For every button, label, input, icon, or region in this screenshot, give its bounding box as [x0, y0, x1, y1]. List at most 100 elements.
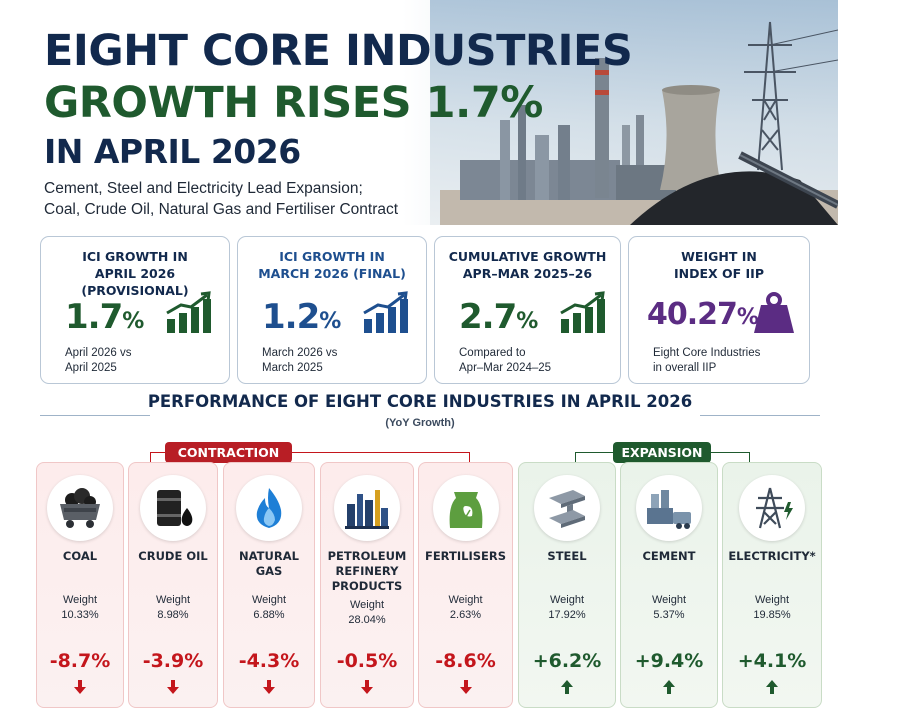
- industry-icon-badge: [334, 475, 400, 541]
- kpi-card-april-growth: ICI GROWTH IN APRIL 2026 (PROVISIONAL) 1…: [40, 236, 230, 384]
- industry-name: COAL: [37, 549, 123, 564]
- kpi-note-line-1: Compared to: [459, 347, 526, 359]
- growth-value: -8.6%: [435, 650, 496, 672]
- arrow-up-icon: [561, 680, 573, 694]
- kpi-unit: %: [516, 309, 538, 334]
- cement-plant-icon: [647, 490, 691, 529]
- weight-value: 10.33%: [61, 609, 99, 621]
- weight-value: 19.85%: [753, 609, 791, 621]
- fertiliser-bag-icon: [449, 492, 482, 528]
- subtitle-line-1: Cement, Steel and Electricity Lead Expan…: [44, 180, 363, 197]
- arrow-down-icon: [459, 680, 472, 694]
- arrow-down-icon: [167, 680, 179, 694]
- kpi-note: Eight Core Industries in overall IIP: [653, 346, 760, 376]
- headline-line-1: EIGHT CORE INDUSTRIES: [44, 26, 633, 76]
- weight-label: Weight: [754, 594, 790, 606]
- industry-card-cement: CEMENT Weight 5.37% +9.4%: [620, 462, 718, 708]
- industry-name-line: REFINERY: [335, 564, 399, 578]
- kpi-number: 40.27: [647, 297, 738, 332]
- performance-section-title: PERFORMANCE OF EIGHT CORE INDUSTRIES IN …: [147, 392, 693, 411]
- kpi-number: 1.7: [65, 297, 123, 337]
- kpi-title-line-2: APR–MAR 2025–26: [462, 266, 593, 281]
- subtitle-line-2: Coal, Crude Oil, Natural Gas and Fertili…: [44, 201, 399, 218]
- title-rule-right: [700, 415, 820, 416]
- kpi-card-iip-weight: WEIGHT IN INDEX OF IIP 40.27% Eight Core…: [628, 236, 810, 384]
- industry-icon-badge: [432, 475, 499, 541]
- industry-name-line: NATURAL: [239, 549, 299, 563]
- industry-card-steel: STEEL Weight 17.92% +6.2%: [518, 462, 616, 708]
- industry-name: STEEL: [519, 549, 615, 564]
- kpi-title-line-2: MARCH 2026 (FINAL): [258, 266, 406, 281]
- growth-value: +4.1%: [737, 650, 807, 672]
- arrow-up-icon: [766, 680, 778, 694]
- industry-name: CEMENT: [621, 549, 717, 564]
- weight-label: Weight: [549, 594, 585, 606]
- kpi-title-line-1: CUMULATIVE GROWTH: [448, 249, 607, 264]
- weight-value: 17.92%: [548, 609, 586, 621]
- bar-growth-icon: [166, 291, 211, 333]
- industry-name: CRUDE OIL: [129, 549, 217, 564]
- growth-value: -0.5%: [336, 650, 398, 672]
- industry-card-petroleum-refinery-products: PETROLEUM REFINERY PRODUCTS Weight 28.04…: [320, 462, 414, 708]
- industrial-skyline-illustration: [440, 21, 838, 225]
- industry-card-electricity: ELECTRICITY* Weight 19.85% +4.1%: [722, 462, 822, 708]
- industry-name: ELECTRICITY*: [723, 549, 821, 564]
- kpi-value: 2.7%: [459, 297, 538, 337]
- kpi-note-line-2: March 2025: [262, 362, 323, 374]
- industry-icon-badge: [236, 475, 302, 541]
- industry-name: NATURAL GAS: [224, 549, 314, 579]
- headline-line-3: IN APRIL 2026: [44, 132, 301, 171]
- kpi-note-line-1: March 2026 vs: [262, 347, 338, 359]
- weight-label: Weight: [155, 594, 191, 606]
- kpi-value: 40.27%: [647, 297, 759, 332]
- headline-line-2: GROWTH RISES 1.7%: [44, 78, 543, 128]
- weight-icon: [754, 292, 794, 333]
- industry-icon-badge: [636, 475, 702, 541]
- weight-value: 8.98%: [157, 609, 189, 621]
- subtitle: Cement, Steel and Electricity Lead Expan…: [44, 178, 398, 220]
- coal-cart-icon: [60, 488, 100, 528]
- kpi-note: April 2026 vs April 2025: [65, 346, 131, 376]
- industry-name-line: COAL: [62, 549, 98, 563]
- weight-label: Weight: [448, 594, 483, 606]
- oil-barrel-icon: [157, 490, 193, 526]
- kpi-unit: %: [122, 309, 144, 334]
- kpi-title-line-2: APRIL 2026 (PROVISIONAL): [81, 266, 189, 298]
- growth-value: -3.9%: [142, 650, 204, 672]
- contraction-bracket: [150, 452, 470, 462]
- expansion-tag: EXPANSION: [613, 442, 711, 463]
- kpi-title-line-1: ICI GROWTH IN: [279, 249, 385, 264]
- kpi-card-march-growth: ICI GROWTH IN MARCH 2026 (FINAL) 1.2% Ma…: [237, 236, 427, 384]
- kpi-title-line-2: INDEX OF IIP: [674, 266, 764, 281]
- kpi-title-line-1: WEIGHT IN: [681, 249, 757, 264]
- kpi-note-line-2: in overall IIP: [653, 362, 717, 374]
- weight-value: 6.88%: [253, 609, 285, 621]
- steel-beam-icon: [549, 490, 585, 528]
- title-rule-left: [40, 415, 150, 416]
- arrow-down-icon: [361, 680, 373, 694]
- bar-growth-icon: [363, 291, 408, 333]
- kpi-title: CUMULATIVE GROWTH APR–MAR 2025–26: [435, 248, 620, 282]
- kpi-note: Compared to Apr–Mar 2024–25: [459, 346, 551, 376]
- industry-name-line: CEMENT: [642, 549, 696, 563]
- industry-card-natural-gas: NATURAL GAS Weight 6.88% -4.3%: [223, 462, 315, 708]
- kpi-note: March 2026 vs March 2025: [262, 346, 337, 376]
- industry-card-fertilisers: FERTILISERS Weight 2.63% -8.6%: [418, 462, 513, 708]
- kpi-number: 1.2: [262, 297, 320, 337]
- kpi-note-line-1: Eight Core Industries: [653, 347, 761, 359]
- industry-name: FERTILISERS: [419, 549, 512, 564]
- growth-value: +6.2%: [532, 650, 602, 672]
- kpi-title: ICI GROWTH IN MARCH 2026 (FINAL): [238, 248, 426, 282]
- kpi-unit: %: [736, 305, 759, 330]
- kpi-note-line-1: April 2026 vs: [65, 347, 132, 359]
- kpi-card-cumulative-growth: CUMULATIVE GROWTH APR–MAR 2025–26 2.7% C…: [434, 236, 621, 384]
- weight-label: Weight: [651, 594, 687, 606]
- industry-name-line: ELECTRICITY*: [728, 549, 816, 563]
- industry-icon-badge: [140, 475, 206, 541]
- industry-card-crude-oil: CRUDE OIL Weight 8.98% -3.9%: [128, 462, 218, 708]
- weight-value: 28.04%: [348, 614, 386, 626]
- industry-name-line: PRODUCTS: [331, 579, 403, 593]
- arrow-down-icon: [74, 680, 86, 694]
- industry-name-line: FERTILISERS: [424, 549, 507, 563]
- weight-value: 5.37%: [653, 609, 685, 621]
